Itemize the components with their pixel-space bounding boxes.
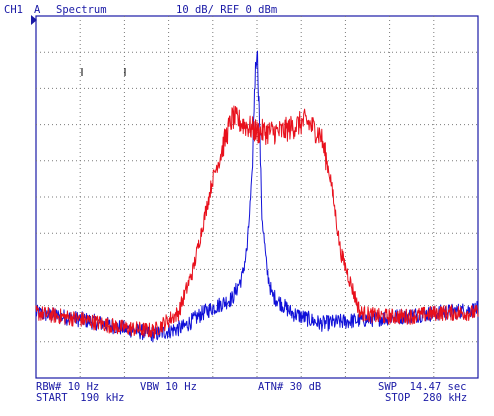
display-title: Spectrum bbox=[56, 4, 107, 16]
channel-label: CH1 bbox=[4, 4, 23, 16]
rbw-readout: RBW# 10 Hz bbox=[36, 381, 100, 393]
attenuation-readout: ATN# 30 dB bbox=[258, 381, 322, 393]
vbw-readout: VBW 10 Hz bbox=[140, 381, 197, 393]
sweep-time-readout: SWP 14.47 sec bbox=[378, 381, 467, 393]
trace-mode-label: A bbox=[34, 4, 41, 16]
start-frequency-readout: START 190 kHz bbox=[36, 392, 125, 404]
trace-a-line bbox=[35, 105, 479, 339]
scale-reference-label: 10 dB/ REF 0 dBm bbox=[176, 4, 278, 16]
reference-level-marker bbox=[31, 15, 37, 25]
stop-frequency-readout: STOP 280 kHz bbox=[385, 392, 468, 404]
